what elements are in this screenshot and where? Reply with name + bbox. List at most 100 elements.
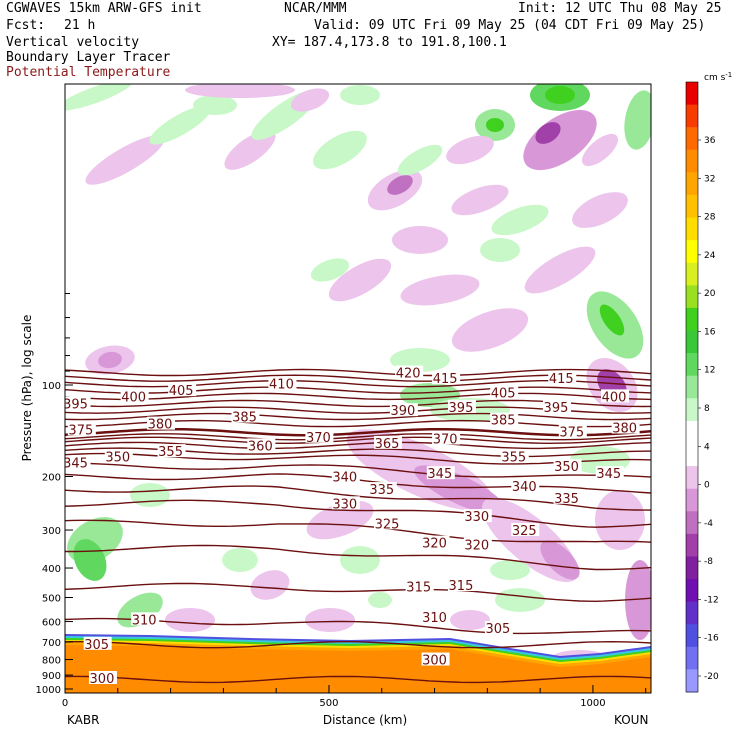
y-tick-label: 700 bbox=[42, 638, 61, 649]
colorbar-tick-label: 4 bbox=[704, 442, 710, 452]
init-time: Init: 12 UTC Thu 08 May 25 bbox=[518, 1, 722, 16]
w-cell bbox=[446, 135, 494, 165]
theta-contour bbox=[65, 544, 651, 571]
w-cell bbox=[595, 490, 645, 550]
w-cell bbox=[625, 560, 651, 640]
w-cell bbox=[392, 226, 448, 254]
colorbar-swatch bbox=[686, 82, 698, 106]
y-axis-title: Pressure (hPa), log scale bbox=[20, 315, 34, 462]
field-potential-temperature: Potential Temperature bbox=[6, 65, 171, 80]
y-tick-label: 200 bbox=[42, 473, 61, 484]
w-cell bbox=[340, 85, 380, 105]
contour-label-bg bbox=[558, 424, 587, 438]
contour-label-bg bbox=[553, 490, 582, 504]
contour-label-bg bbox=[157, 444, 186, 458]
contour-label-bg bbox=[247, 438, 276, 452]
theta-contour bbox=[65, 582, 651, 603]
contour-label: 365 bbox=[375, 437, 400, 452]
contour-label: 315 bbox=[449, 579, 474, 594]
contour-label: 350 bbox=[554, 460, 579, 475]
colorbar-swatch bbox=[686, 194, 698, 219]
contour-label-bg bbox=[389, 403, 418, 417]
contour-label-bg bbox=[331, 469, 360, 483]
y-tick-label: 500 bbox=[42, 593, 61, 604]
w-cell bbox=[451, 184, 509, 216]
contour-label-bg bbox=[595, 466, 624, 480]
contour-label: 330 bbox=[464, 510, 489, 525]
contour-label: 415 bbox=[433, 372, 458, 387]
contour-label: 370 bbox=[433, 433, 458, 448]
contour-label: 350 bbox=[105, 451, 130, 466]
theta-contour bbox=[65, 441, 651, 450]
contour-label-bg bbox=[168, 383, 197, 397]
contour-label: 385 bbox=[232, 411, 257, 426]
contour-label: 420 bbox=[396, 367, 421, 382]
colorbar-swatch bbox=[686, 285, 698, 309]
w-cell bbox=[523, 109, 597, 171]
y-tick-label: 1000 bbox=[36, 685, 61, 696]
contour-label-bg bbox=[305, 429, 334, 443]
w-cell bbox=[250, 570, 290, 600]
contour-label: 340 bbox=[512, 480, 537, 495]
w-cell bbox=[599, 304, 625, 336]
forecast-hour: 21 h bbox=[64, 18, 96, 33]
theta-contour bbox=[65, 617, 651, 635]
theta-contour bbox=[65, 640, 651, 649]
colorbar-tick-label: 20 bbox=[704, 289, 716, 299]
contour-label: 345 bbox=[63, 457, 88, 472]
contour-label-bg bbox=[511, 479, 540, 493]
contour-label: 315 bbox=[406, 580, 431, 595]
colorbar-swatch bbox=[686, 375, 698, 399]
w-cell bbox=[149, 105, 211, 145]
theta-contour bbox=[65, 485, 651, 511]
contour-label-bg bbox=[447, 399, 476, 413]
contour-label-bg bbox=[421, 535, 450, 549]
w-cell bbox=[535, 122, 561, 144]
w-cell bbox=[490, 560, 530, 580]
colorbar-tick-label: 12 bbox=[704, 366, 715, 376]
contour-label: 390 bbox=[390, 404, 415, 419]
colorbar-swatch bbox=[686, 104, 698, 128]
w-cell bbox=[73, 539, 107, 581]
w-cell bbox=[310, 258, 350, 282]
colorbar-swatch bbox=[686, 556, 698, 580]
colorbar-swatch bbox=[686, 466, 698, 490]
contour-label-bg bbox=[331, 496, 360, 510]
plot-frame bbox=[64, 83, 652, 694]
colorbar-frame bbox=[685, 81, 699, 693]
x-tick-label: 500 bbox=[319, 698, 338, 709]
colorbar-tick-label: -12 bbox=[704, 595, 719, 605]
colorbar-tick-label: -8 bbox=[704, 557, 713, 567]
contour-label: 405 bbox=[491, 387, 516, 402]
contour-label: 320 bbox=[422, 537, 447, 552]
contour-label-bg bbox=[548, 371, 577, 385]
w-cell bbox=[65, 84, 133, 111]
left-station: KABR bbox=[67, 713, 99, 727]
colorbar-swatch bbox=[686, 443, 698, 467]
w-cell bbox=[624, 90, 651, 150]
contour-label: 300 bbox=[90, 672, 115, 687]
theta-contour bbox=[65, 499, 651, 528]
distance-axis: 0 500 1000 bbox=[62, 685, 647, 709]
w-cell bbox=[450, 610, 490, 630]
w-cell bbox=[486, 118, 504, 132]
w-cell bbox=[524, 246, 596, 294]
pressure-axis: 100 200 300 400 500 600 700 800 900 1000 bbox=[36, 292, 73, 696]
contour-label-bg bbox=[421, 652, 450, 666]
w-cell bbox=[222, 548, 258, 572]
contour-label: 385 bbox=[491, 414, 516, 429]
contour-label: 395 bbox=[449, 401, 474, 416]
w-cell bbox=[165, 608, 215, 632]
contour-label: 415 bbox=[549, 372, 574, 387]
org-label: NCAR/MMM bbox=[284, 1, 347, 16]
colorbar-swatch bbox=[686, 624, 698, 648]
contour-label: 305 bbox=[485, 622, 510, 637]
y-tick-label: 600 bbox=[42, 618, 61, 629]
contour-label-bg bbox=[490, 385, 519, 399]
contour-label: 340 bbox=[332, 471, 357, 486]
colorbar-tick-label: 24 bbox=[704, 251, 716, 261]
cross-section-endpoints: XY= 187.4,173.8 to 191.8,100.1 bbox=[272, 35, 507, 50]
contour-label: 310 bbox=[422, 611, 447, 626]
contour-label-bg bbox=[542, 399, 571, 413]
contour-label: 370 bbox=[306, 431, 331, 446]
